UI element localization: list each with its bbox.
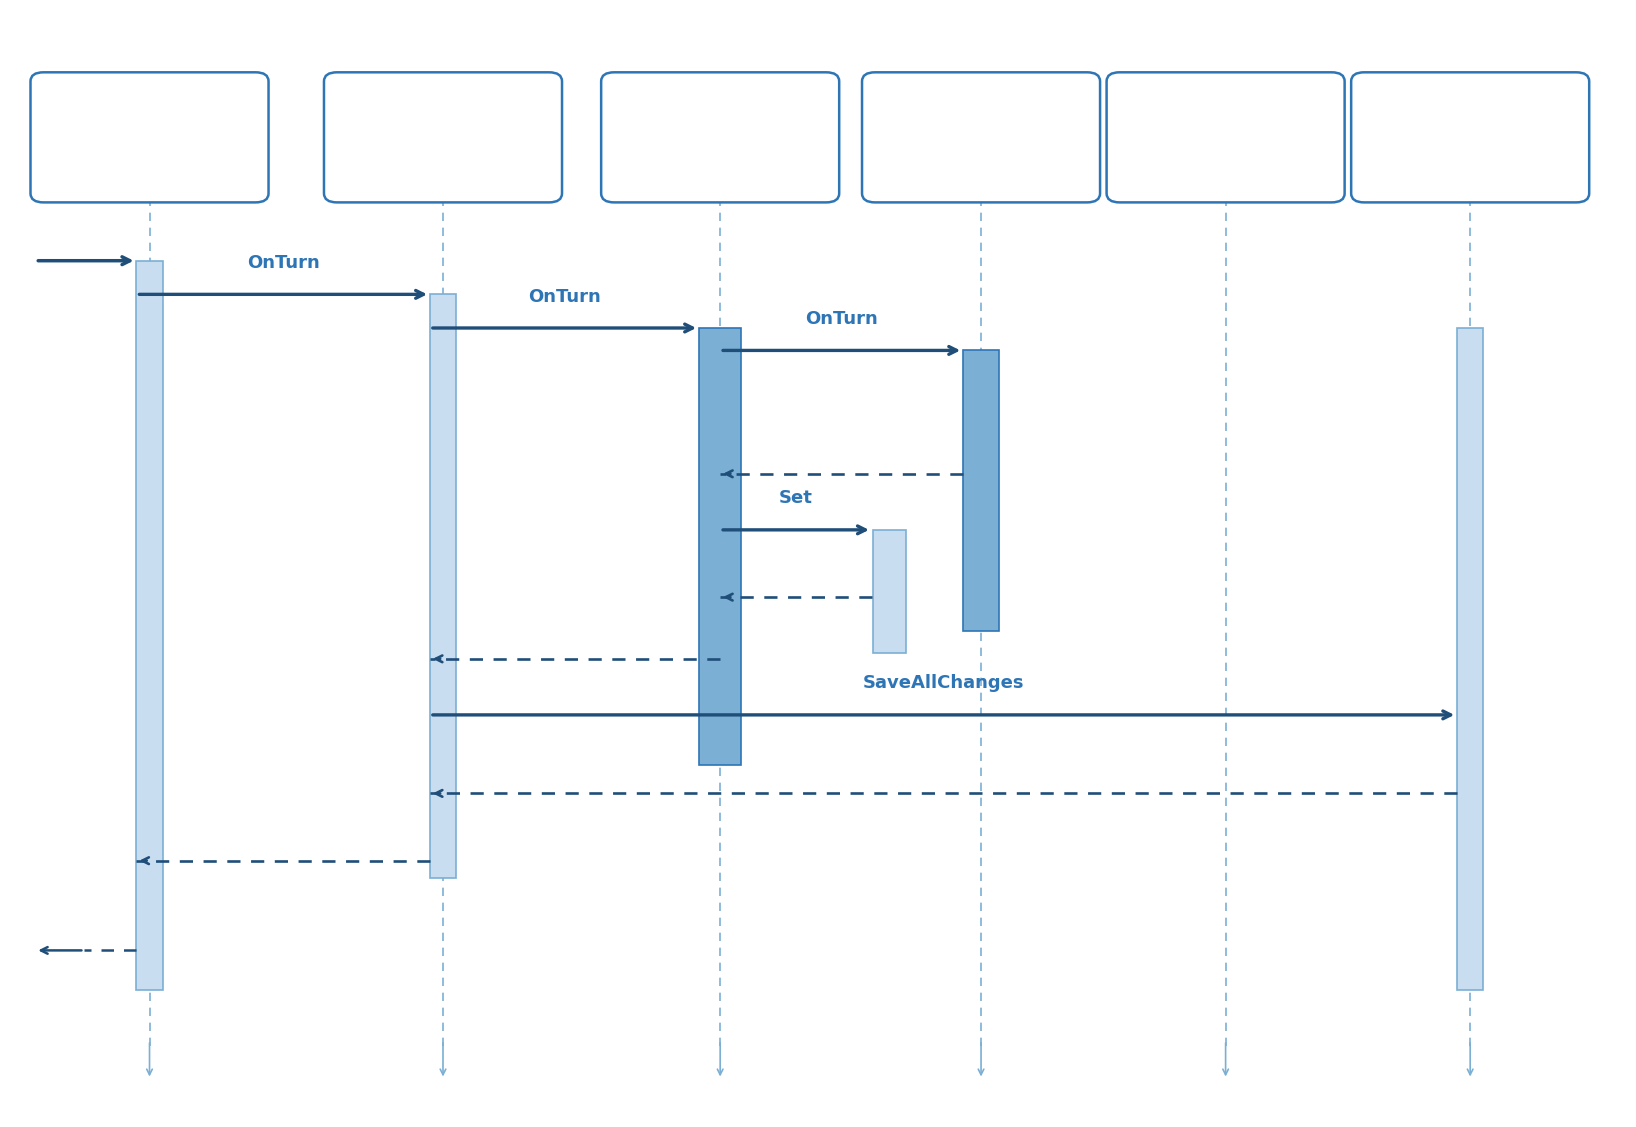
Text: OnTurn: OnTurn [805,310,879,328]
Text: BotState
Accessor: BotState Accessor [942,116,1019,158]
FancyBboxPatch shape [1351,72,1589,203]
Text: Your bot: Your bot [1189,128,1261,147]
FancyBboxPatch shape [324,72,563,203]
Bar [699,328,741,765]
Text: AutoSaveChanges
Middleware: AutoSaveChanges Middleware [363,116,522,158]
Text: SaveAllChanges: SaveAllChanges [862,674,1024,692]
FancyBboxPatch shape [600,72,839,203]
Text: BotStateSet: BotStateSet [1418,128,1521,147]
Text: Adapter ,
TurnContext: Adapter , TurnContext [97,116,203,158]
Text: Set: Set [779,489,813,507]
Text: OnTurn: OnTurn [528,287,600,305]
FancyBboxPatch shape [31,72,268,203]
Bar [136,260,162,990]
Bar [430,294,456,878]
FancyBboxPatch shape [1106,72,1345,203]
FancyBboxPatch shape [862,72,1099,203]
Bar [964,350,1000,631]
Bar [1458,328,1484,990]
Text: Custom
Middleware: Custom Middleware [669,116,771,158]
Text: OnTurn: OnTurn [247,254,319,272]
Bar [874,530,906,654]
